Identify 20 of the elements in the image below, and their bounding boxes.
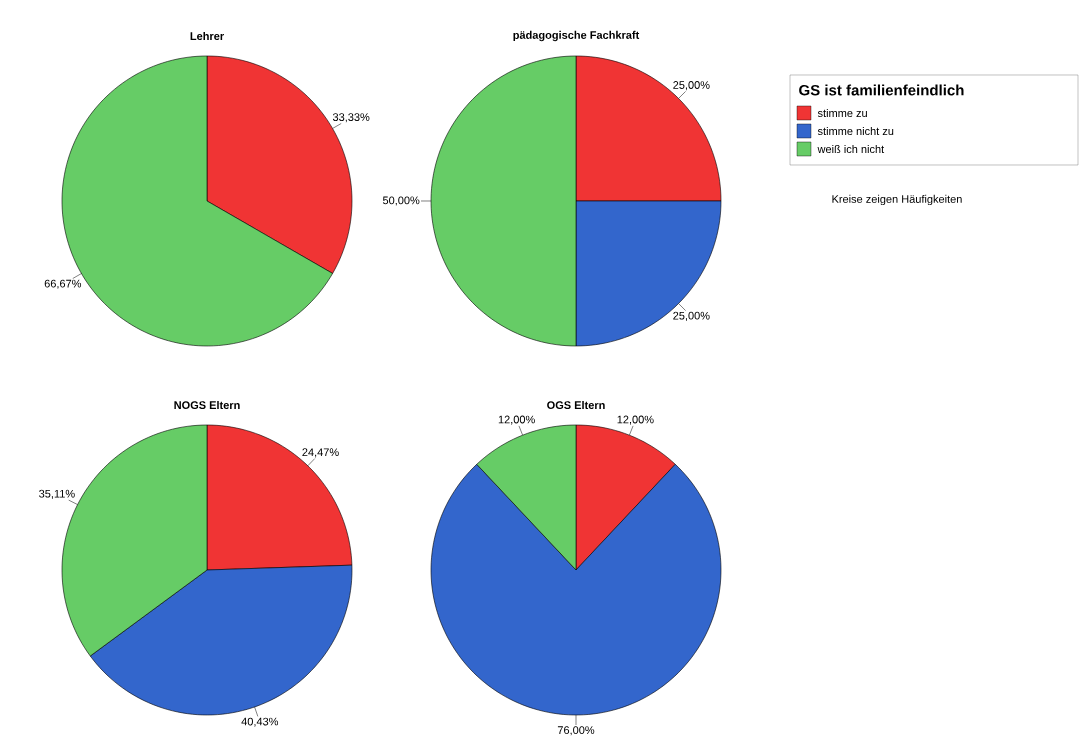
chart-title: NOGS Eltern [174,400,240,410]
data-label: 35,11% [39,489,75,499]
chart-title: pädagogische Fachkraft [513,30,640,42]
data-label: 24,47% [302,448,339,458]
legend-title: GS ist familienfeindlich [799,84,964,96]
legend-label: weiß ich nicht [817,144,885,154]
data-label: 25,00% [673,81,710,91]
data-label: 40,43% [241,717,279,727]
data-label: 12,00% [498,415,535,425]
chart-title: OGS Eltern [547,400,605,410]
legend-label: stimme zu [817,108,867,118]
text: Kreise zeigen Häufigkeiten [832,194,962,206]
data-label: 25,00% [673,311,710,321]
data-label: 76,00% [557,726,595,736]
data-label: 66,67% [44,279,82,289]
data-label: 50,00% [382,196,420,206]
chart-title: Lehrer [190,31,224,41]
data-label: 33,33% [332,113,370,123]
legend-label: stimme nicht zu [817,126,894,136]
data-label: 12,00% [617,415,654,425]
